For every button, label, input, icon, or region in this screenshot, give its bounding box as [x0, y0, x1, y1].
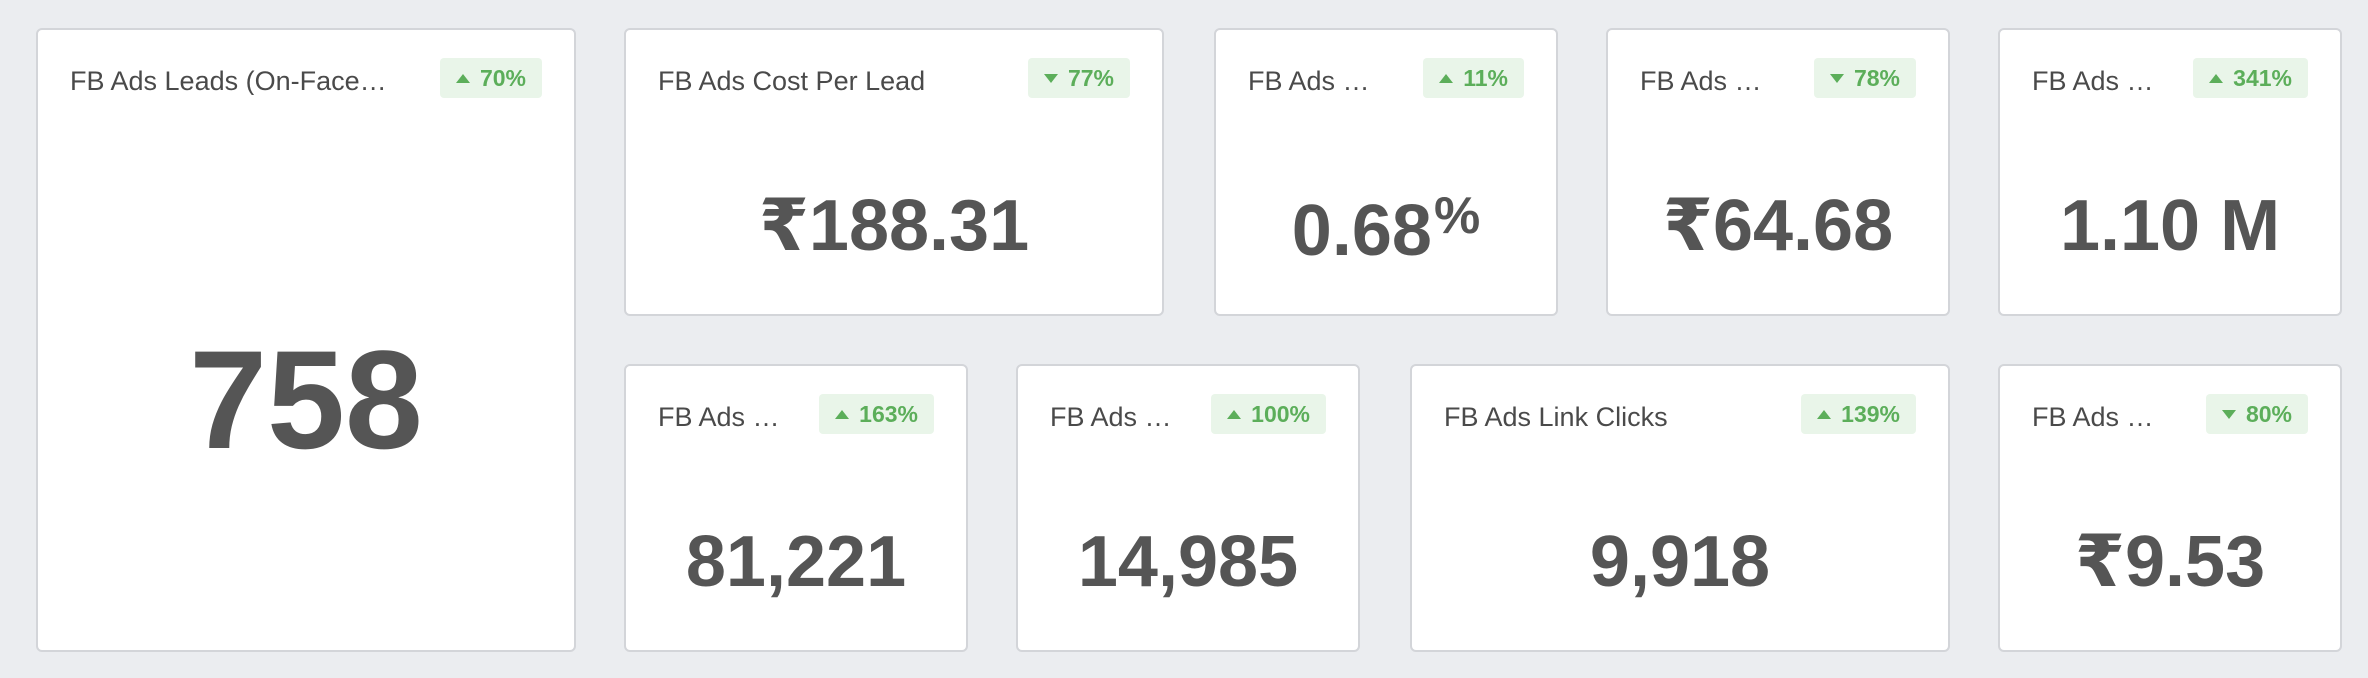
kpi-card-title: FB Ads … — [1248, 68, 1370, 95]
caret-up-icon — [1439, 73, 1454, 83]
change-badge: 163% — [819, 394, 934, 434]
change-value: 163% — [859, 400, 918, 427]
kpi-card-9[interactable]: FB Ads … 80% ₹9.53 — [1998, 364, 2342, 652]
caret-up-icon — [455, 73, 470, 83]
kpi-card-title: FB Ads … — [658, 404, 780, 431]
kpi-card-title: FB Ads … — [1640, 68, 1762, 95]
kpi-value: 758 — [189, 321, 423, 478]
change-value: 78% — [1853, 64, 1900, 91]
caret-up-icon — [835, 409, 850, 419]
kpi-value: 1.10 M — [2059, 186, 2281, 266]
change-value: 77% — [1067, 64, 1114, 91]
change-badge: 341% — [2193, 58, 2308, 98]
change-badge: 78% — [1813, 58, 1916, 98]
change-value: 80% — [2245, 400, 2292, 427]
kpi-value: ₹188.31 — [758, 186, 1030, 266]
change-badge: 100% — [1211, 394, 1326, 434]
kpi-card-title: FB Ads Cost Per Lead — [658, 68, 926, 95]
caret-up-icon — [2209, 73, 2224, 83]
kpi-value: ₹9.53 — [2074, 522, 2266, 602]
kpi-card-5[interactable]: FB Ads … 341% 1.10 M — [1998, 28, 2342, 316]
change-value: 100% — [1251, 400, 1310, 427]
change-badge: 70% — [439, 58, 542, 98]
kpi-value: ₹64.68 — [1662, 186, 1894, 266]
kpi-card-leads[interactable]: FB Ads Leads (On-Face… 70% 758 — [36, 28, 576, 652]
change-badge: 11% — [1423, 58, 1524, 98]
change-value: 341% — [2233, 64, 2292, 91]
kpi-value: 0.68% — [1216, 190, 1556, 267]
kpi-value-unit: % — [1433, 187, 1481, 245]
change-value: 70% — [479, 64, 526, 91]
caret-down-icon — [1829, 73, 1844, 83]
caret-up-icon — [1817, 409, 1832, 419]
change-badge: 77% — [1027, 58, 1130, 98]
kpi-card-cost-per-lead[interactable]: FB Ads Cost Per Lead 77% ₹188.31 — [624, 28, 1164, 316]
kpi-value: 14,985 — [1077, 522, 1299, 602]
kpi-card-title: FB Ads … — [2032, 404, 2154, 431]
kpi-card-link-clicks[interactable]: FB Ads Link Clicks 139% 9,918 — [1410, 364, 1950, 652]
kpi-card-title: FB Ads Link Clicks — [1444, 404, 1668, 431]
caret-down-icon — [1043, 73, 1058, 83]
kpi-card-6[interactable]: FB Ads … 163% 81,221 — [624, 364, 968, 652]
kpi-card-title: FB Ads … — [1050, 404, 1172, 431]
change-badge: 80% — [2205, 394, 2308, 434]
kpi-value-number: 0.68 — [1291, 191, 1432, 271]
kpi-card-4[interactable]: FB Ads … 78% ₹64.68 — [1606, 28, 1950, 316]
change-value: 11% — [1463, 64, 1508, 91]
change-value: 139% — [1841, 400, 1900, 427]
kpi-card-7[interactable]: FB Ads … 100% 14,985 — [1016, 364, 1360, 652]
caret-down-icon — [2221, 409, 2236, 419]
kpi-card-title: FB Ads Leads (On-Face… — [70, 68, 387, 95]
kpi-card-3[interactable]: FB Ads … 11% 0.68% — [1214, 28, 1558, 316]
kpi-value: 9,918 — [1589, 522, 1771, 602]
kpi-card-title: FB Ads … — [2032, 68, 2154, 95]
kpi-value: 81,221 — [685, 522, 907, 602]
change-badge: 139% — [1801, 394, 1916, 434]
caret-up-icon — [1227, 409, 1242, 419]
